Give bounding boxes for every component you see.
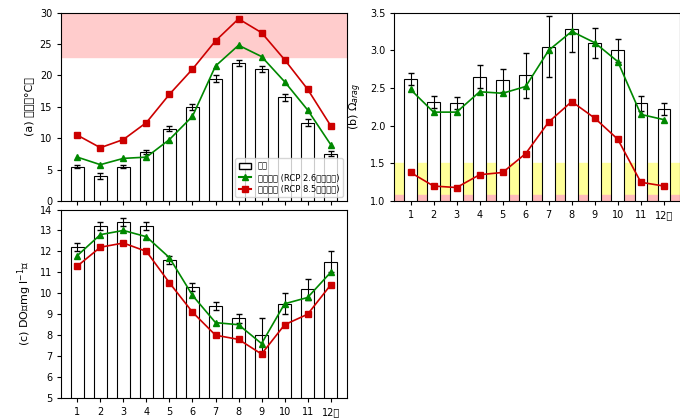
Bar bbox=[71, 247, 84, 419]
Bar bbox=[278, 304, 291, 419]
Bar bbox=[209, 79, 222, 201]
Bar bbox=[232, 63, 245, 201]
Bar bbox=[94, 226, 107, 419]
Y-axis label: (a) 水温（°C）: (a) 水温（°C） bbox=[24, 78, 34, 136]
Bar bbox=[186, 287, 199, 419]
Bar bbox=[140, 226, 153, 419]
Bar bbox=[71, 167, 84, 201]
Y-axis label: (b) $\Omega_{arag}$: (b) $\Omega_{arag}$ bbox=[348, 83, 364, 130]
Legend: 現在, 今世紀末 (RCP 2.6シナリオ), 今世紀末 (RCP 8.5シナリオ): 現在, 今世紀末 (RCP 2.6シナリオ), 今世紀末 (RCP 8.5シナリ… bbox=[235, 158, 343, 197]
Bar bbox=[117, 167, 130, 201]
Bar bbox=[163, 260, 176, 419]
Bar bbox=[611, 50, 624, 277]
Bar bbox=[232, 318, 245, 419]
Bar bbox=[209, 306, 222, 419]
Bar bbox=[496, 80, 509, 277]
Bar bbox=[324, 262, 337, 419]
Bar bbox=[61, 13, 347, 57]
Bar bbox=[404, 79, 417, 277]
Bar bbox=[94, 176, 107, 201]
Bar bbox=[186, 107, 199, 201]
Bar bbox=[163, 129, 176, 201]
Bar bbox=[427, 101, 440, 277]
Bar bbox=[394, 163, 680, 201]
Bar bbox=[278, 98, 291, 201]
Y-axis label: (c) DO（mg l$^{-1}$）: (c) DO（mg l$^{-1}$） bbox=[16, 261, 34, 347]
Bar bbox=[543, 47, 555, 277]
Bar bbox=[565, 29, 578, 277]
Bar bbox=[255, 69, 268, 201]
Bar bbox=[255, 335, 268, 419]
Bar bbox=[324, 154, 337, 201]
Bar bbox=[301, 289, 314, 419]
Bar bbox=[140, 152, 153, 201]
Bar bbox=[301, 122, 314, 201]
Bar bbox=[520, 75, 532, 277]
Bar bbox=[473, 77, 486, 277]
Bar bbox=[588, 43, 601, 277]
Bar bbox=[450, 103, 463, 277]
Bar bbox=[658, 109, 670, 277]
Bar bbox=[634, 103, 647, 277]
Bar bbox=[117, 222, 130, 419]
Bar bbox=[394, 195, 680, 201]
